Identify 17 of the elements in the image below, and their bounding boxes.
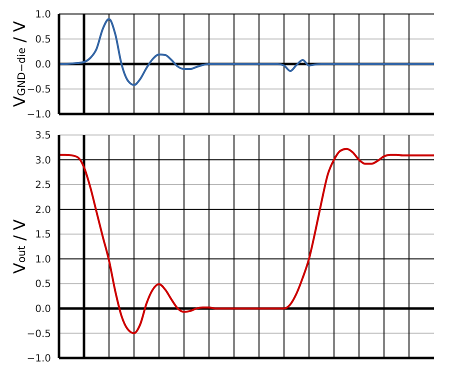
y-tick-label: −0.5 (26, 328, 51, 340)
y-tick-label: 1.0 (35, 254, 51, 266)
y-tick-label: 0.0 (35, 304, 51, 315)
y-tick-label: 3.5 (35, 130, 51, 142)
y-tick-label: 0.5 (35, 34, 51, 46)
y-tick-label: −1.0 (26, 110, 51, 121)
y-tick-label: −1.0 (26, 354, 51, 365)
y-tick-label: 2.5 (35, 180, 51, 192)
line-series (59, 18, 434, 86)
y-tick-label: 3.0 (35, 155, 51, 166)
y-tick-label: 1.0 (35, 10, 51, 21)
line-series (59, 148, 434, 334)
y-tick-label: 0.5 (35, 279, 51, 290)
y-tick-label: 2.0 (35, 204, 51, 216)
y-tick-label: 0.0 (35, 60, 51, 71)
y-tick-label: 1.5 (35, 230, 51, 241)
y-tick-label: −0.5 (26, 84, 51, 96)
